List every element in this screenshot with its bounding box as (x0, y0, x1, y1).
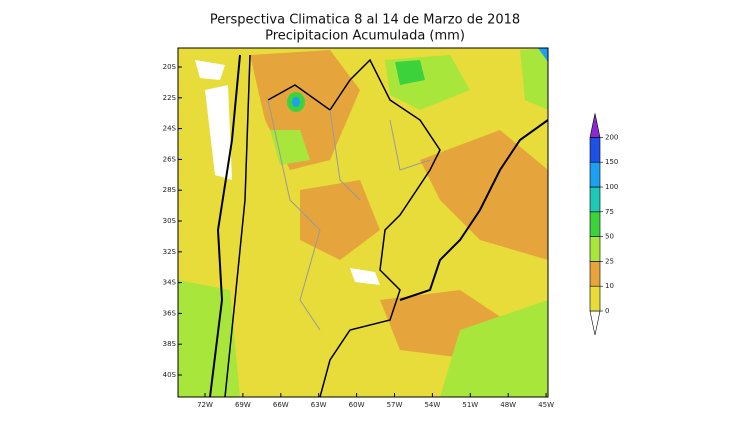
colorbar-band (589, 186, 601, 213)
map (177, 47, 549, 398)
lat-label: 38S (163, 340, 177, 348)
dry-area (205, 85, 232, 180)
precip-area (440, 300, 548, 397)
lat-label: 26S (163, 155, 177, 163)
lon-label: 57W (387, 401, 403, 409)
lon-label: 66W (273, 401, 289, 409)
colorbar-label: 10 (605, 282, 614, 290)
border (267, 58, 441, 398)
lat-label: 32S (163, 248, 177, 256)
lon-label: 54W (424, 401, 440, 409)
colorbar-band (589, 285, 601, 312)
colorbar-label: 200 (605, 133, 618, 141)
lon-label: 51W (462, 401, 478, 409)
lat-label: 20S (163, 63, 177, 71)
precip-area (178, 280, 240, 397)
lon-label: 45W (538, 401, 554, 409)
border (224, 54, 251, 398)
coastline (209, 54, 241, 398)
colorbar-band (589, 137, 601, 163)
precip-area (395, 60, 425, 85)
colorbar-label: 50 (605, 233, 614, 241)
dry-area (195, 60, 225, 80)
lon-label: 69W (235, 401, 251, 409)
lat-label: 30S (163, 217, 177, 225)
precip-area (538, 48, 548, 62)
precip-area (292, 97, 300, 107)
colorbar-band (589, 261, 601, 287)
colorbar-label: 0 (605, 307, 609, 315)
lat-label: 22S (163, 94, 177, 102)
colorbar-band (589, 236, 601, 262)
subtitle: Precipitacion Acumulada (mm) (265, 29, 465, 44)
lon-label: 72W (197, 401, 213, 409)
lon-label: 63W (311, 401, 327, 409)
title: Perspectiva Climatica 8 al 14 de Marzo d… (210, 13, 520, 28)
colorbar-label: 150 (605, 158, 618, 166)
map-frame (177, 47, 549, 398)
colorbar-band (589, 161, 601, 188)
lat-label: 24S (163, 125, 177, 133)
colorbar-band (589, 211, 601, 237)
province-lines (267, 99, 431, 331)
colorbar-label: 100 (605, 183, 618, 191)
lon-label: 48W (500, 401, 516, 409)
colorbar-label: 75 (605, 208, 614, 216)
coastline (399, 119, 549, 301)
lat-label: 36S (163, 309, 177, 317)
lat-label: 28S (163, 186, 177, 194)
dry-area (350, 268, 380, 285)
lon-label: 60W (349, 401, 365, 409)
lat-label: 34S (163, 279, 177, 287)
colorbar-label: 25 (605, 257, 614, 265)
precip-area (520, 48, 548, 110)
colorbar-arrow-high (589, 113, 601, 138)
colorbar-arrow-low (589, 310, 601, 336)
precip-area (420, 130, 548, 260)
lat-label: 40S (163, 371, 177, 379)
